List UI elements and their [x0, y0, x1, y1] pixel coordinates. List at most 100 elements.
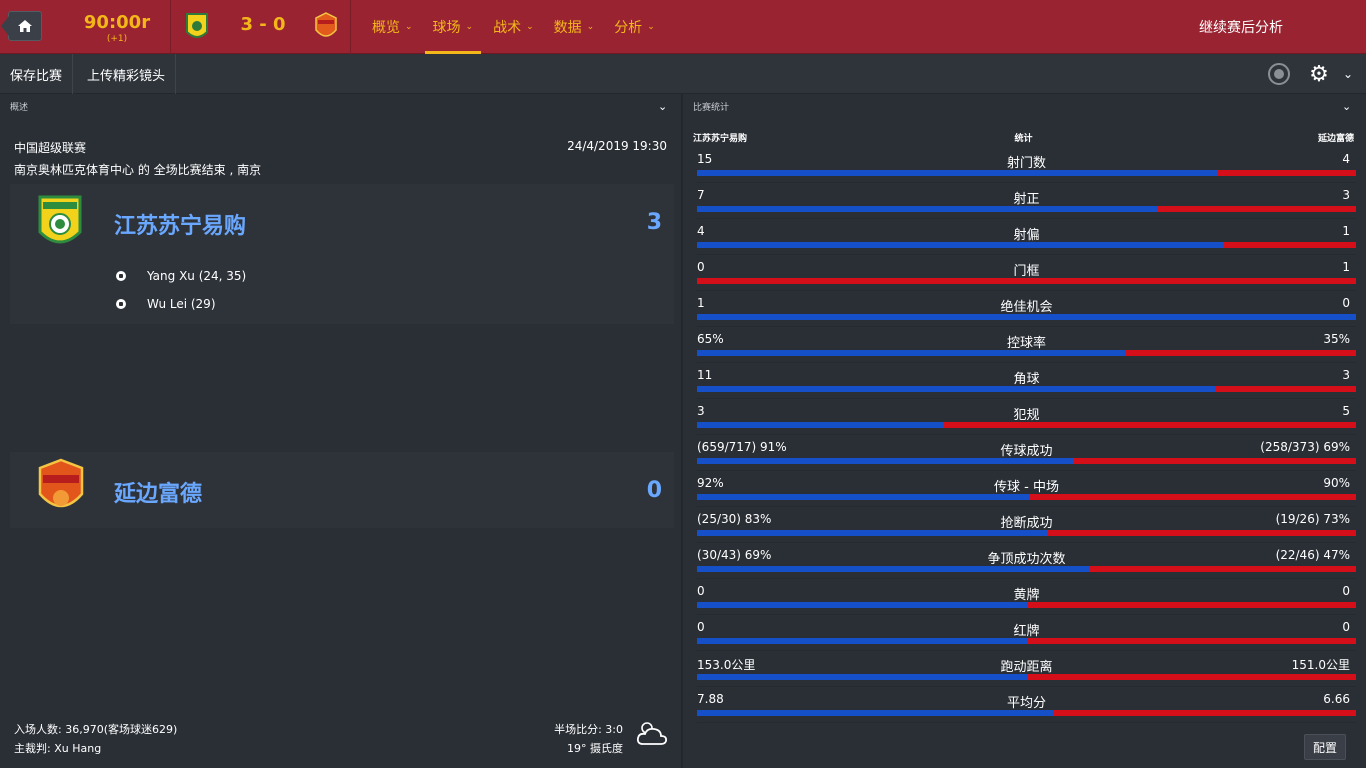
stat-away-value: 5 [1342, 404, 1350, 418]
clock-time: 90:00r [83, 12, 151, 33]
continue-button[interactable]: 继续赛后分析 [1199, 20, 1283, 36]
stat-home-value: (25/30) 83% [697, 512, 772, 526]
stat-home-bar [697, 458, 1073, 464]
stat-home-value: (30/43) 69% [697, 548, 772, 562]
stat-home-bar [697, 422, 945, 428]
panel-divider [681, 94, 683, 768]
stat-home-value: 7.88 [697, 692, 724, 706]
stat-home-value: 0 [697, 584, 705, 598]
nav-analysis[interactable]: 分析 ⌄ [604, 0, 665, 54]
stat-label: 绝佳机会 [1000, 300, 1053, 315]
stat-home-bar [697, 494, 1030, 500]
row-divider [697, 722, 1356, 723]
chevron-down-icon: ⌄ [405, 22, 413, 32]
stat-label: 跑动距离 [1000, 660, 1053, 675]
venue-text: 南京奥林匹克体育中心 的 全场比赛结束 , 南京 [14, 163, 262, 177]
chevron-down-icon: ⌄ [465, 22, 474, 32]
stat-row: 7.88 平均分 6.66 [697, 690, 1356, 726]
stat-comparison-bar [697, 566, 1356, 572]
stat-row: 92% 传球 - 中场 90% [697, 474, 1356, 510]
configure-button[interactable]: 配置 [1304, 734, 1346, 760]
stat-away-value: 3 [1342, 188, 1350, 202]
away-team-name[interactable]: 延边富德 [114, 482, 203, 507]
chevron-down-icon[interactable]: ⌄ [658, 100, 668, 113]
stat-label: 射偏 [1013, 228, 1040, 243]
stat-home-bar [697, 314, 1356, 320]
stat-home-bar [697, 206, 1159, 212]
stat-label: 争顶成功次数 [987, 552, 1066, 567]
gear-icon[interactable]: ⚙ [1309, 62, 1329, 87]
row-divider [697, 362, 1356, 363]
stat-comparison-bar [697, 242, 1356, 248]
home-team-name[interactable]: 江苏苏宁易购 [114, 214, 247, 239]
home-team-block: 江苏苏宁易购 3 Yang Xu (24, 35) Wu Lei (29) [10, 184, 674, 324]
temperature: 19° 摄氏度 [567, 742, 623, 755]
row-divider [697, 578, 1356, 579]
stat-comparison-bar [697, 386, 1356, 392]
home-team-score: 3 [646, 210, 662, 235]
sub-toolbar: 保存比赛 上传精彩镜头 ⚙ ⌄ [0, 54, 1366, 94]
stat-away-value: 0 [1342, 296, 1350, 310]
nav-pitch[interactable]: 球场 ⌄ [423, 0, 484, 54]
stat-comparison-bar [697, 710, 1356, 716]
stat-row: 0 门框 1 [697, 258, 1356, 294]
stat-label: 传球成功 [1000, 444, 1053, 459]
stat-home-value: 0 [697, 260, 705, 274]
stat-row: 1 绝佳机会 0 [697, 294, 1356, 330]
away-team-score: 0 [646, 478, 662, 503]
stat-row: 4 射偏 1 [697, 222, 1356, 258]
stat-label: 角球 [1013, 372, 1040, 387]
home-icon [18, 20, 32, 32]
top-score: 3 - 0 [240, 14, 286, 35]
stat-home-bar [697, 242, 1225, 248]
stat-comparison-bar [697, 458, 1356, 464]
stats-header-home: 江苏苏宁易购 [693, 134, 748, 144]
stat-row: (659/717) 91% 传球成功 (258/373) 69% [697, 438, 1356, 474]
goal-row: Wu Lei (29) [116, 295, 216, 313]
stat-row: 3 犯规 5 [697, 402, 1356, 438]
stat-label: 平均分 [1006, 696, 1046, 711]
stat-row: (30/43) 69% 争顶成功次数 (22/46) 47% [697, 546, 1356, 582]
main-nav: 概览 ⌄ 球场 ⌄ 战术 ⌄ 数据 ⌄ 分析 ⌄ [362, 0, 665, 54]
row-divider [697, 326, 1356, 327]
stat-home-value: 3 [697, 404, 705, 418]
stat-home-value: 7 [697, 188, 705, 202]
chevron-down-icon[interactable]: ⌄ [1342, 100, 1352, 113]
overview-panel-header: 概述 ⌄ [10, 100, 674, 122]
stat-row: (25/30) 83% 抢断成功 (19/26) 73% [697, 510, 1356, 546]
nav-label: 数据 [553, 20, 582, 36]
record-icon[interactable] [1268, 63, 1290, 85]
stat-row: 15 射门数 4 [697, 150, 1356, 186]
match-datetime: 24/4/2019 19:30 [567, 139, 667, 153]
stat-home-value: 15 [697, 152, 713, 166]
home-button[interactable] [1, 11, 42, 41]
row-divider [697, 434, 1356, 435]
stat-label: 抢断成功 [1000, 516, 1053, 531]
goal-row: Yang Xu (24, 35) [116, 267, 246, 285]
stat-comparison-bar [697, 278, 1356, 284]
nav-data[interactable]: 数据 ⌄ [544, 0, 605, 54]
stat-away-value: 6.66 [1323, 692, 1350, 706]
stat-away-value: 35% [1323, 332, 1350, 346]
save-match-button[interactable]: 保存比赛 [0, 54, 74, 94]
stat-comparison-bar [697, 422, 1356, 428]
stat-row: 7 射正 3 [697, 186, 1356, 222]
stat-label: 传球 - 中场 [994, 480, 1059, 495]
nav-label: 球场 [432, 20, 461, 36]
stat-row: 11 角球 3 [697, 366, 1356, 402]
stat-comparison-bar [697, 638, 1356, 644]
league-name: 中国超级联赛 [14, 141, 87, 155]
row-divider [697, 614, 1356, 615]
stat-comparison-bar [697, 674, 1356, 680]
football-icon [116, 271, 126, 281]
stat-label: 犯规 [1013, 408, 1040, 423]
nav-overview[interactable]: 概览 ⌄ [362, 0, 423, 54]
row-divider [697, 650, 1356, 651]
chevron-down-icon[interactable]: ⌄ [1342, 67, 1354, 81]
upload-highlights-button[interactable]: 上传精彩镜头 [77, 54, 177, 94]
nav-tactics[interactable]: 战术 ⌄ [483, 0, 544, 54]
goal-scorer[interactable]: Yang Xu (24, 35) [147, 269, 247, 283]
stats-panel-header: 比赛统计 ⌄ [693, 100, 1356, 122]
stat-away-value: (19/26) 73% [1275, 512, 1350, 526]
goal-scorer[interactable]: Wu Lei (29) [147, 297, 216, 311]
